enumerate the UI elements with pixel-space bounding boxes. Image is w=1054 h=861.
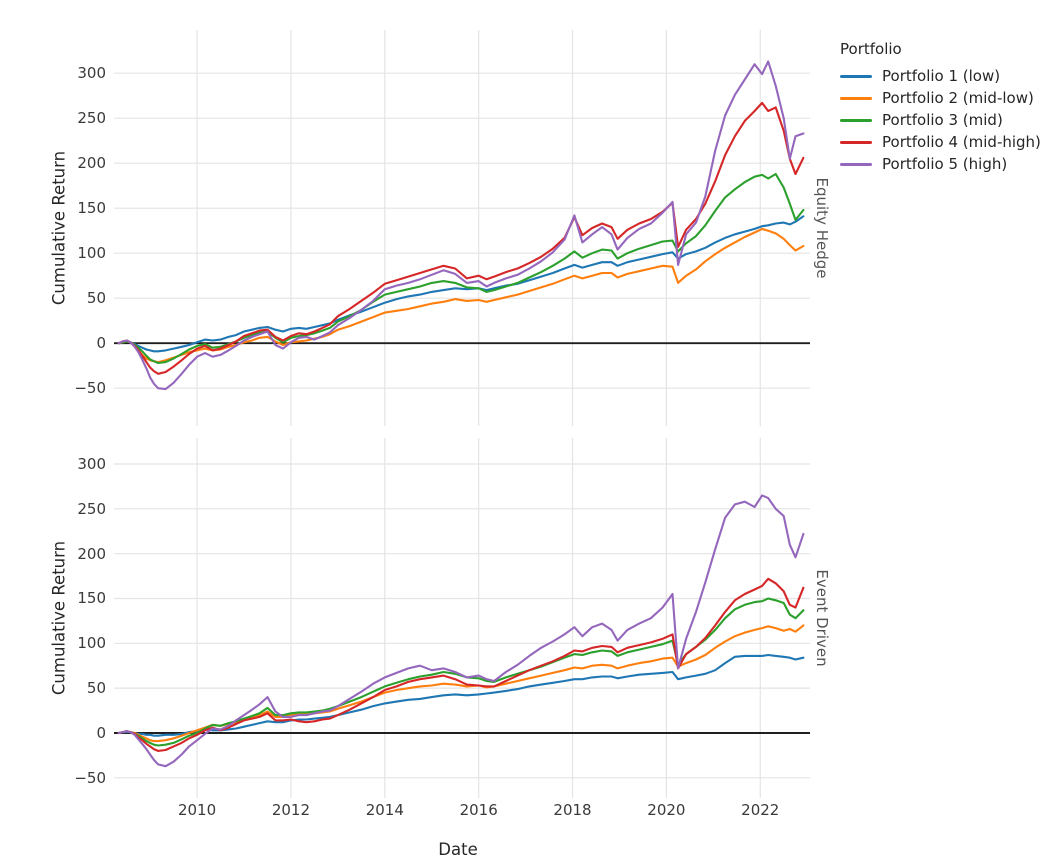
legend-line-swatch-portfolio-5 (840, 162, 872, 166)
legend-item-portfolio-3: Portfolio 3 (mid) (840, 109, 1041, 131)
y-tick-label: 0 (96, 723, 106, 742)
y-tick-label: 150 (77, 589, 106, 608)
y-tick-label: 100 (77, 244, 106, 263)
y-tick-label: 50 (86, 289, 106, 308)
y-tick-label: 200 (77, 544, 106, 563)
legend-line-swatch-portfolio-1 (840, 74, 872, 78)
legend-title: Portfolio (840, 40, 902, 58)
series-line-portfolio-5-high- (117, 494, 805, 768)
y-tick-label: 200 (77, 154, 106, 173)
y-tick-label: 250 (77, 109, 106, 128)
x-tick-label: 2010 (177, 801, 217, 819)
series-line-portfolio-1-low- (117, 215, 805, 353)
facet-label-equity-hedge: Equity Hedge (813, 177, 831, 279)
y-tick-label: 150 (77, 199, 106, 218)
y-axis-label-top: Cumulative Return (49, 150, 69, 306)
legend-line-swatch-portfolio-2 (840, 96, 872, 100)
x-tick-label: 2022 (741, 801, 780, 819)
panel-event-driven (114, 438, 810, 798)
y-tick-label: 0 (96, 334, 106, 353)
series-line-portfolio-2-mid-low- (117, 227, 805, 364)
y-tick-label: 250 (77, 499, 106, 518)
legend-item-portfolio-4: Portfolio 4 (mid-high) (840, 131, 1041, 153)
y-axis-label-bottom: Cumulative Return (49, 540, 69, 696)
panel-equity-hedge (114, 30, 810, 426)
x-tick-label: 2016 (459, 801, 498, 819)
legend-line-swatch-portfolio-4 (840, 140, 872, 144)
legend-item-label: Portfolio 1 (low) (882, 67, 1001, 85)
legend-item-label: Portfolio 5 (high) (882, 155, 1008, 173)
legend-item-label: Portfolio 3 (mid) (882, 111, 1003, 129)
legend: Portfolio Portfolio 1 (low) Portfolio 2 … (840, 40, 1041, 175)
series-line-portfolio-3-mid- (117, 172, 805, 365)
legend-line-swatch-portfolio-3 (840, 118, 872, 122)
legend-item-portfolio-5: Portfolio 5 (high) (840, 153, 1041, 175)
series-line-portfolio-4-mid-high- (117, 101, 805, 375)
y-tick-label: −50 (74, 379, 106, 398)
series-line-portfolio-1-low- (117, 653, 805, 737)
y-tick-label: −50 (74, 768, 106, 787)
x-tick-label: 2014 (365, 801, 404, 819)
x-axis-label: Date (438, 840, 478, 859)
legend-item-label: Portfolio 2 (mid-low) (882, 89, 1034, 107)
series-line-portfolio-3-mid- (117, 597, 805, 747)
y-tick-label: 300 (77, 64, 106, 83)
legend-item-label: Portfolio 4 (mid-high) (882, 133, 1041, 151)
y-tick-label: 50 (86, 679, 106, 698)
y-tick-label: 300 (77, 455, 106, 473)
series-line-portfolio-5-high- (117, 60, 805, 391)
series-line-portfolio-4-mid-high- (117, 577, 805, 752)
x-tick-label: 2018 (553, 801, 592, 819)
x-tick-label: 2020 (647, 801, 686, 819)
series-line-portfolio-2-mid-low- (117, 624, 805, 743)
facet-label-event-driven: Event Driven (813, 569, 831, 667)
legend-item-portfolio-1: Portfolio 1 (low) (840, 65, 1041, 87)
y-tick-label: 100 (77, 634, 106, 653)
legend-item-portfolio-2: Portfolio 2 (mid-low) (840, 87, 1041, 109)
x-tick-label: 2012 (271, 801, 311, 819)
